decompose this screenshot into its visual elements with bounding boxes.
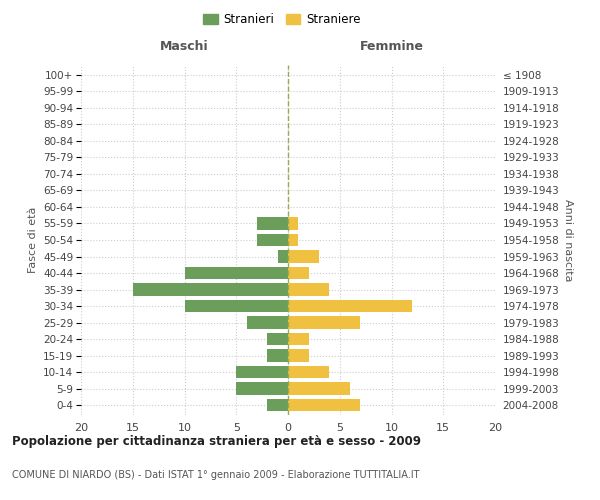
Y-axis label: Fasce di età: Fasce di età: [28, 207, 38, 273]
Bar: [257, 218, 288, 230]
Bar: [133, 284, 288, 296]
Text: Popolazione per cittadinanza straniera per età e sesso - 2009: Popolazione per cittadinanza straniera p…: [12, 435, 421, 448]
Bar: [236, 382, 288, 395]
Bar: [288, 382, 350, 395]
Bar: [288, 399, 361, 411]
Bar: [288, 350, 309, 362]
Text: COMUNE DI NIARDO (BS) - Dati ISTAT 1° gennaio 2009 - Elaborazione TUTTITALIA.IT: COMUNE DI NIARDO (BS) - Dati ISTAT 1° ge…: [12, 470, 419, 480]
Bar: [288, 250, 319, 262]
Bar: [268, 333, 288, 345]
Bar: [288, 333, 309, 345]
Bar: [288, 218, 298, 230]
Bar: [257, 234, 288, 246]
Bar: [268, 350, 288, 362]
Legend: Stranieri, Straniere: Stranieri, Straniere: [199, 8, 365, 31]
Bar: [185, 300, 288, 312]
Bar: [288, 267, 309, 279]
Bar: [288, 300, 412, 312]
Bar: [288, 316, 361, 328]
Bar: [185, 267, 288, 279]
Bar: [288, 234, 298, 246]
Text: Femmine: Femmine: [359, 40, 424, 54]
Bar: [278, 250, 288, 262]
Bar: [288, 284, 329, 296]
Bar: [288, 366, 329, 378]
Y-axis label: Anni di nascita: Anni di nascita: [563, 198, 573, 281]
Bar: [247, 316, 288, 328]
Text: Maschi: Maschi: [160, 40, 209, 54]
Bar: [268, 399, 288, 411]
Bar: [236, 366, 288, 378]
